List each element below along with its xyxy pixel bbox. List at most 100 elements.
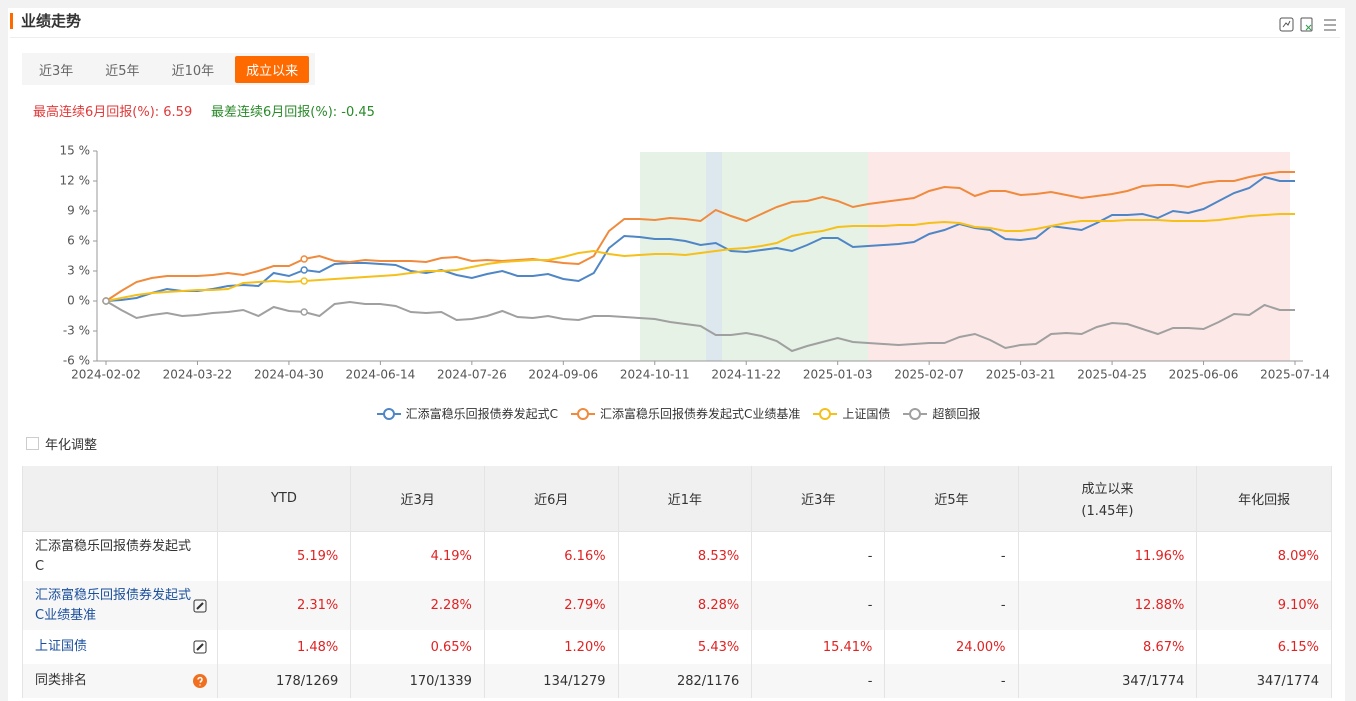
shade-pink xyxy=(868,152,1290,361)
icon-pen xyxy=(195,601,204,610)
range-tab[interactable]: 近3年 xyxy=(39,63,74,79)
x-tick-label: 2024-07-26 xyxy=(437,368,507,382)
table-cell: 1.20% xyxy=(483,630,619,664)
table-cell: 6.15% xyxy=(1196,630,1332,664)
table-cell: 6.16% xyxy=(483,531,619,581)
table-cell: 347/1774 xyxy=(1017,664,1198,698)
header-text: 年化回报 xyxy=(1238,493,1291,508)
row-name[interactable]: 汇添富稳乐回报债券发起式C业绩基准 xyxy=(35,587,192,623)
table-cell: 11.96% xyxy=(1017,531,1198,581)
x-tick-label: 2024-03-22 xyxy=(163,368,233,382)
x-tick-label: 2024-11-22 xyxy=(711,368,781,382)
legend-item[interactable]: 汇添富稳乐回报债券发起式C xyxy=(376,405,558,422)
x-tick-label: 2025-01-03 xyxy=(803,368,873,382)
legend-marker xyxy=(382,407,395,420)
table-row: 汇添富稳乐回报债券发起式C业绩基准 2.31% 2.28% 2.79% 8.28% - -1… xyxy=(22,581,1332,630)
legend: 汇添富稳乐回报债券发起式C 汇添富稳乐回报债券发起式C业绩基准 上证国债 超额回报 xyxy=(0,405,1356,422)
y-tick-label: -3 % xyxy=(63,324,90,338)
legend-label: 汇添富稳乐回报债券发起式C业绩基准 xyxy=(599,407,801,421)
legend-item[interactable]: 超额回报 xyxy=(902,405,980,422)
legend-label: 超额回报 xyxy=(932,407,981,421)
table-row: 同类排名 178/1269 170/1339 134/1279 282/1176- -34… xyxy=(22,664,1332,698)
range-tab[interactable]: 近10年 xyxy=(171,63,215,79)
legend-swatch xyxy=(813,407,838,420)
point-marker xyxy=(102,297,110,305)
annualize-option[interactable]: 年化调整 xyxy=(26,434,97,453)
icon-box xyxy=(193,640,207,654)
table-cell: 4.19% xyxy=(350,531,485,581)
table-cell: - xyxy=(751,664,886,698)
table-cell: 8.67% xyxy=(1017,630,1198,664)
x-tick-label: 2025-06-06 xyxy=(1169,368,1239,382)
table-cell: 170/1339 xyxy=(350,664,485,698)
x-tick-label: 2024-10-11 xyxy=(620,368,690,382)
y-tick-label: 6 % xyxy=(67,234,90,248)
table-cell: 9.10% xyxy=(1196,581,1332,630)
y-tick-label: 15 % xyxy=(60,144,91,158)
header-cell: 近3年 xyxy=(751,466,886,532)
table-cell: - xyxy=(884,531,1019,581)
edit-icon[interactable] xyxy=(193,599,207,613)
header-cell: 近3月 xyxy=(350,466,485,532)
chart: -6 % -3 % 0 % 3 % 6 % 9 % 12 % 15 % 2024-02-02 20… xyxy=(60,144,1330,382)
row-name-cell: 同类排名 xyxy=(22,664,218,698)
toolbar-icons[interactable] xyxy=(1278,16,1340,34)
legend-item[interactable]: 上证国债 xyxy=(812,405,890,422)
table-cell: - xyxy=(751,531,886,581)
header-row: YTD 近3月 近6月 近1年 近3年 近5年 成立以来 (1.45年) 年化回报 xyxy=(22,466,1332,532)
legend-marker xyxy=(909,407,922,420)
header-cell: 近1年 xyxy=(617,466,753,532)
range-tab[interactable]: 近5年 xyxy=(105,63,140,79)
header-cell: 近5年 xyxy=(884,466,1019,532)
worst-return: 最差连续6月回报(%): -0.45 xyxy=(211,105,375,120)
y-tick-label: 0 % xyxy=(67,294,90,308)
legend-item[interactable]: 汇添富稳乐回报债券发起式C业绩基准 xyxy=(570,405,800,422)
range-tabs: 近3年 近5年 近10年 成立以来 xyxy=(22,53,316,85)
table-cell: 5.43% xyxy=(617,630,753,664)
table-cell: 8.53% xyxy=(617,531,753,581)
table-cell: - xyxy=(884,581,1019,630)
row-name: 同类排名 xyxy=(35,673,88,688)
table-row: 汇添富稳乐回报债券发起式C 5.19% 4.19% 6.16% 8.53% - -11.96… xyxy=(22,531,1332,581)
icon-q xyxy=(196,676,203,686)
edit-icon[interactable] xyxy=(193,640,207,654)
header-text: 近3月 xyxy=(400,493,435,508)
header-cell: 年化回报 xyxy=(1196,466,1332,532)
x-tick-label: 2024-06-14 xyxy=(346,368,416,382)
return-table: YTD 近3月 近6月 近1年 近3年 近5年 成立以来 (1.45年) 年化回报 汇添富稳乐回报… xyxy=(22,466,1332,698)
help-icon[interactable] xyxy=(192,674,207,688)
y-tick-label: 3 % xyxy=(67,264,90,278)
x-tick-label: 2025-07-14 xyxy=(1260,368,1330,382)
legend-label: 上证国债 xyxy=(842,407,891,421)
table-cell: 2.79% xyxy=(483,581,619,630)
icon-box xyxy=(193,599,207,612)
table-cell: - xyxy=(751,581,886,630)
x-tick-label: 2024-02-02 xyxy=(71,368,141,382)
legend-swatch xyxy=(570,407,595,420)
header-text: 近3年 xyxy=(801,493,836,508)
row-name[interactable]: 上证国债 xyxy=(35,639,88,654)
x-tick-label: 2024-04-30 xyxy=(254,368,324,382)
legend-marker xyxy=(576,407,589,420)
table-row: 上证国债 1.48% 0.65% 1.20% 5.43% 15.41% 24.00% 8.67… xyxy=(22,630,1332,664)
legend-swatch xyxy=(376,407,401,420)
checkbox[interactable] xyxy=(26,437,39,450)
row-name-cell: 上证国债 xyxy=(22,630,218,664)
best-return: 最高连续6月回报(%): 6.59 xyxy=(33,105,193,120)
shade-band xyxy=(706,152,722,361)
range-tab[interactable]: 成立以来 xyxy=(235,55,310,83)
header-subtext: (1.45年) xyxy=(1081,504,1134,519)
row-name: 汇添富稳乐回报债券发起式C xyxy=(35,538,192,574)
table-cell: 0.65% xyxy=(350,630,485,664)
legend-swatch xyxy=(903,407,928,420)
header-cell: YTD xyxy=(216,466,352,532)
divider xyxy=(10,37,1340,38)
header-text: 近5年 xyxy=(934,493,969,508)
y-tick-label: 12 % xyxy=(60,174,91,188)
header-text: YTD xyxy=(270,491,297,506)
table-cell: 134/1279 xyxy=(483,664,619,698)
table-cell: 8.09% xyxy=(1196,531,1332,581)
table-cell: 1.48% xyxy=(216,630,352,664)
legend-label: 汇添富稳乐回报债券发起式C xyxy=(405,407,558,421)
